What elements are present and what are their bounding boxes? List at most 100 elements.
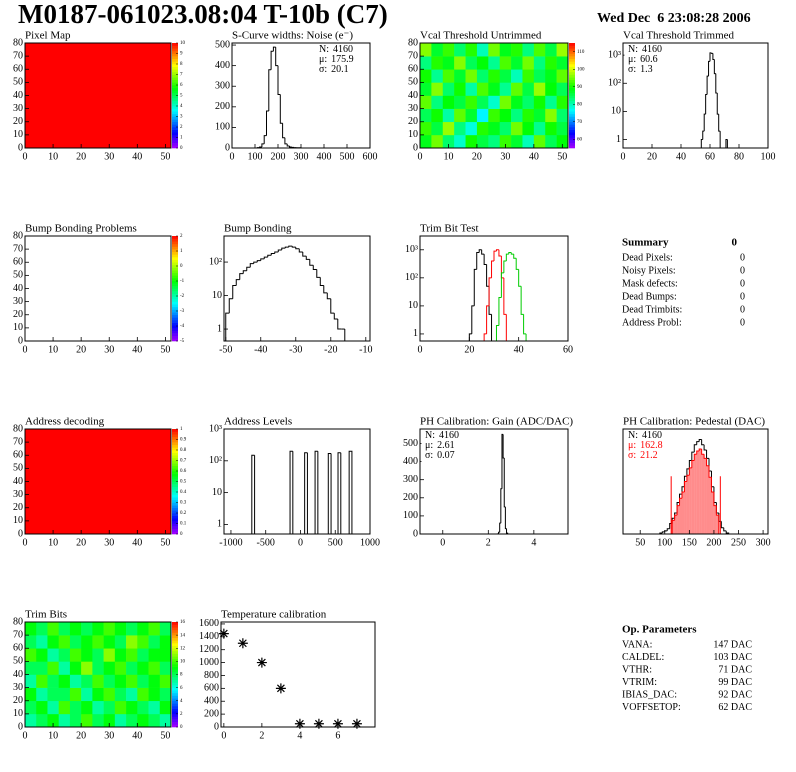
y-tick-label: 40 <box>13 476 23 487</box>
x-tick-label: 20 <box>472 151 482 162</box>
stats-value: 162.8 <box>640 440 663 451</box>
map-cell <box>442 69 455 83</box>
x-tick-label: 0 <box>418 344 423 355</box>
map-cell <box>25 674 37 688</box>
colorbar-label: 0.2 <box>180 511 187 516</box>
map-cell <box>92 635 104 649</box>
y-tick-label: 1 <box>413 328 418 339</box>
colorbar-step <box>172 711 178 715</box>
date: Wed Dec 6 23:08:28 2006 <box>597 11 751 26</box>
map-cell <box>511 121 523 136</box>
colorbar-step <box>569 90 575 94</box>
y-tick-label: 500 <box>215 39 230 50</box>
hist-bin <box>510 252 514 255</box>
map-cell <box>454 108 466 123</box>
map-cell <box>465 121 478 136</box>
y-tick-label: 60 <box>13 257 23 268</box>
colorbar-step <box>172 330 178 334</box>
summary-label: Dead Bumps: <box>622 291 677 302</box>
colorbar-step <box>569 108 575 112</box>
colorbar-step <box>172 523 178 527</box>
colorbar-step <box>569 48 575 52</box>
colorbar-step <box>172 61 178 65</box>
colorbar-step <box>172 713 178 717</box>
stats-label: μ: <box>319 54 327 65</box>
hist-bin <box>681 491 685 499</box>
hist-bin <box>288 245 293 248</box>
map-cell <box>556 43 569 57</box>
map-cell <box>103 635 116 649</box>
colorbar-step <box>172 116 178 120</box>
y-tick-label: 500 <box>403 438 418 449</box>
colorbar-label: 0 <box>180 532 183 537</box>
colorbar-step <box>569 77 575 81</box>
map-cell <box>103 700 116 715</box>
colorbar-step <box>569 50 575 54</box>
x-tick-label: 0 <box>298 537 303 548</box>
colorbar-step <box>569 103 575 107</box>
map-cell <box>36 700 48 715</box>
colorbar-step <box>172 622 178 625</box>
map-cell <box>81 622 93 636</box>
x-tick-label: 40 <box>514 344 524 355</box>
hist-bin <box>503 260 507 273</box>
y-tick-label: 30 <box>408 103 418 114</box>
marker <box>237 638 248 649</box>
colorbar-step <box>172 645 178 649</box>
x-tick-label: -30 <box>289 344 302 355</box>
stats-value: 1.3 <box>640 64 653 75</box>
colorbar-step <box>172 692 178 696</box>
map-cell <box>442 134 455 149</box>
hist-bin <box>701 439 705 446</box>
map-cell <box>545 108 557 123</box>
colorbar-step <box>172 338 178 342</box>
colorbar-step <box>569 69 575 73</box>
stats-label: σ: <box>628 450 636 461</box>
map-cell <box>476 108 489 123</box>
colorbar-step <box>172 58 178 62</box>
x-tick-label: 40 <box>676 151 686 162</box>
hist-bin <box>348 450 353 534</box>
colorbar-step <box>172 69 178 73</box>
colorbar-step <box>172 56 178 60</box>
hist-bin <box>282 123 285 139</box>
map-cell <box>92 674 104 688</box>
hist-bin <box>471 305 475 334</box>
hist-bin <box>523 314 527 335</box>
y-tick-label: 1200 <box>199 644 219 655</box>
hist-bin <box>498 531 500 534</box>
map-cell <box>81 713 93 728</box>
colorbar-step <box>172 650 178 654</box>
x-tick-label: 50 <box>160 730 170 741</box>
map-cell <box>137 635 149 649</box>
x-tick-label: 10 <box>443 151 453 162</box>
colorbar-step <box>172 473 178 477</box>
x-tick-label: 60 <box>705 151 715 162</box>
colorbar-label: 0 <box>180 725 183 730</box>
summary-label: Noisy Pixels: <box>622 265 676 276</box>
map-cell <box>556 69 569 83</box>
colorbar-step <box>172 79 178 83</box>
map-cell <box>499 134 512 149</box>
y-tick-label: 10³ <box>209 423 222 434</box>
colorbar-step <box>172 142 178 146</box>
stats-line: N: 4160 <box>425 430 459 441</box>
hist-bin <box>708 465 712 478</box>
colorbar-label: 100 <box>577 67 585 72</box>
colorbar-label: -2 <box>180 294 185 299</box>
stats-label: μ: <box>628 440 636 451</box>
hist-fill <box>672 520 675 534</box>
plot-border <box>220 621 376 728</box>
x-tick-label: 100 <box>248 151 263 162</box>
plot-border <box>622 42 769 149</box>
colorbar-step <box>172 687 178 691</box>
x-tick-label: -1000 <box>219 537 242 548</box>
hist-bin <box>696 450 700 455</box>
hist-bin <box>696 441 700 445</box>
colorbar-step <box>569 124 575 128</box>
map-cell <box>148 622 161 636</box>
map-cell <box>431 56 444 70</box>
colorbar-step <box>172 50 178 54</box>
colorbar-step <box>172 299 178 302</box>
x-tick-label: -50 <box>219 344 232 355</box>
